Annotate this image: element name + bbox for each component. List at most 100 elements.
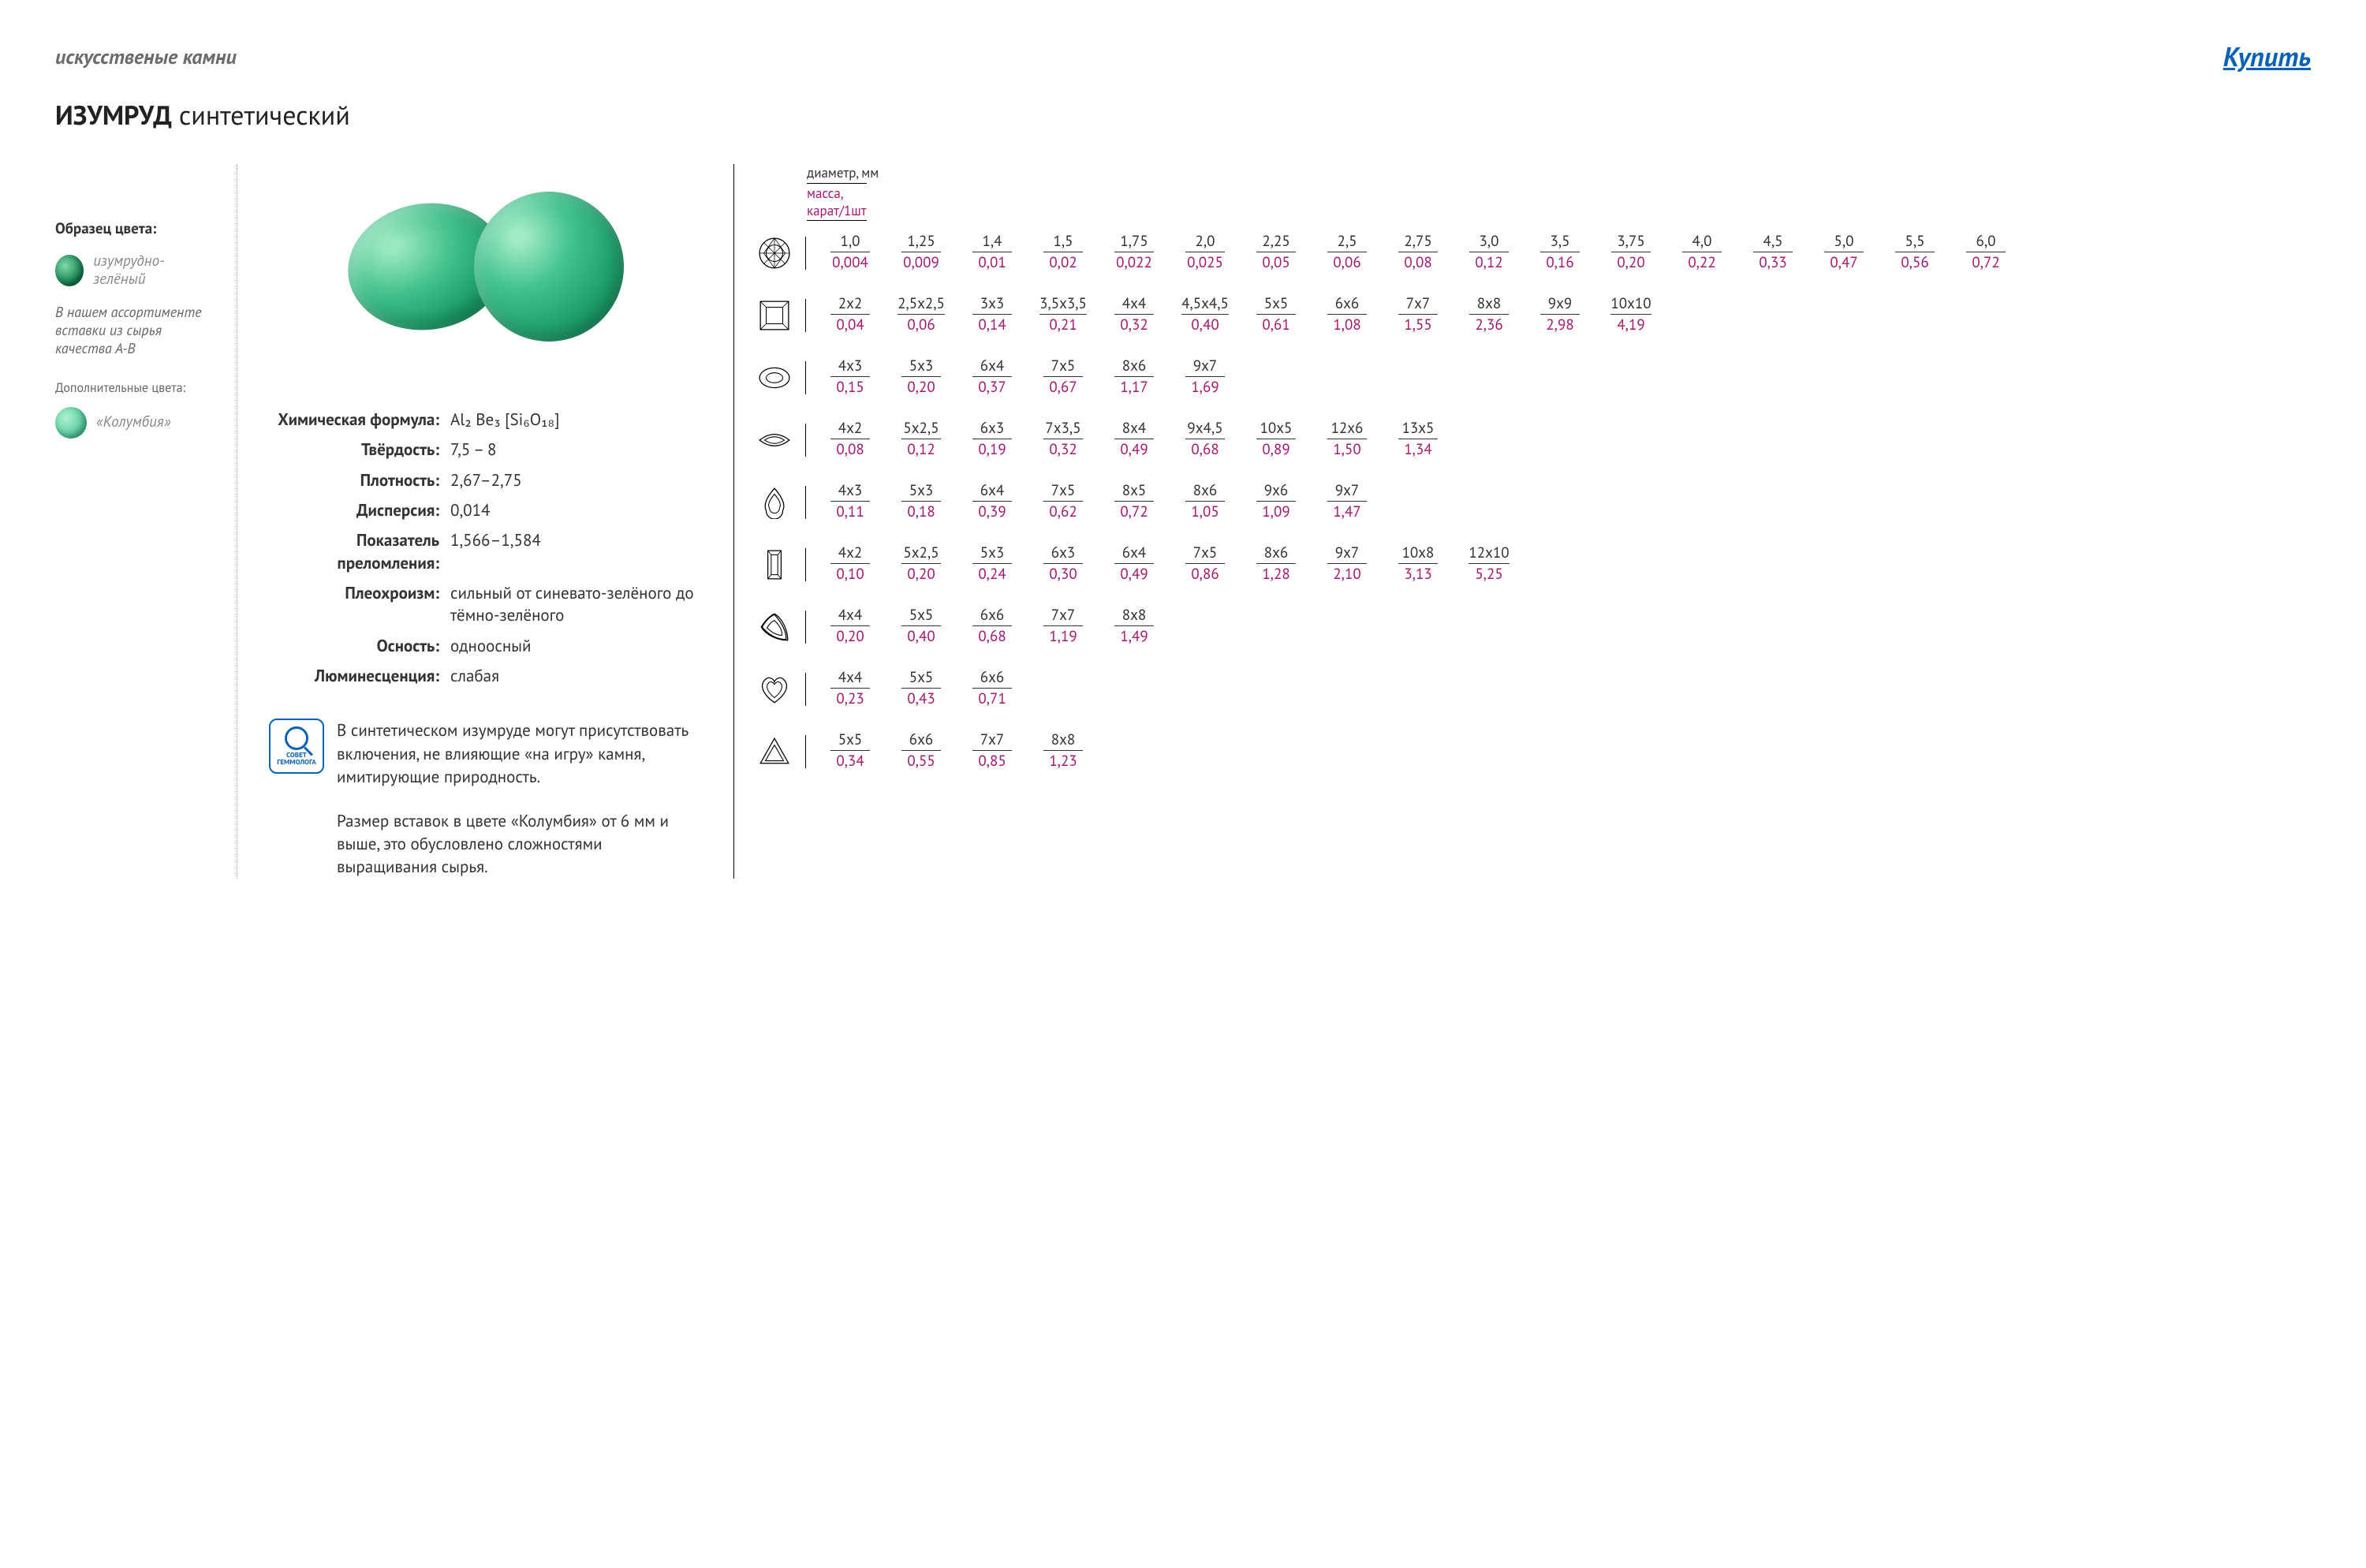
buy-link[interactable]: Купить (2223, 39, 2311, 74)
title-rest: синтетический (172, 98, 350, 133)
gem-round-icon (474, 192, 624, 342)
mass-value: 0,022 (1106, 253, 1162, 272)
size-cell: 3,750,20 (1603, 230, 1659, 272)
mass-value: 0,20 (1603, 253, 1659, 272)
mass-value: 0,37 (964, 378, 1021, 397)
mass-value: 0,009 (893, 253, 950, 272)
size-cell: 7x50,86 (1177, 542, 1233, 584)
mass-value: 0,08 (822, 440, 879, 459)
size-value: 8x6 (1256, 543, 1296, 564)
mass-value: 0,10 (822, 565, 879, 584)
mass-value: 0,23 (822, 689, 879, 708)
mass-value: 0,61 (1248, 315, 1304, 334)
size-value: 8x4 (1114, 419, 1154, 439)
square-icon (758, 299, 806, 332)
size-cell: 5x50,40 (893, 604, 950, 646)
property-value: 2,67–2,75 (450, 469, 702, 491)
property-row: Твёрдость:7,5 – 8 (269, 439, 702, 461)
mass-value: 0,12 (893, 440, 950, 459)
mass-value: 0,55 (893, 752, 950, 771)
size-cell: 5x50,43 (893, 666, 950, 708)
property-label: Дисперсия: (269, 499, 450, 521)
size-cell: 1,750,022 (1106, 230, 1162, 272)
mass-value: 0,86 (1177, 565, 1233, 584)
mass-value: 0,06 (893, 315, 950, 334)
size-cell: 1,00,004 (822, 230, 879, 272)
size-cell: 8x82,36 (1461, 293, 1517, 334)
triangle-icon (758, 735, 806, 768)
size-value: 10x5 (1256, 419, 1296, 439)
mass-value: 2,98 (1532, 315, 1588, 334)
shape-group-square: 2x20,042,5x2,50,063x30,143,5x3,50,214x40… (758, 293, 2311, 339)
mass-value: 0,08 (1390, 253, 1446, 272)
property-label: Осность: (269, 635, 450, 657)
size-cells: 4x20,085x2,50,126x30,197x3,50,328x40,499… (822, 417, 1446, 464)
size-cell: 8x40,49 (1106, 417, 1162, 459)
size-cell: 6x60,55 (893, 729, 950, 771)
tip-text-2: Размер вставок в цвете «Колумбия» от 6 м… (337, 809, 702, 879)
size-value: 8x6 (1114, 357, 1154, 377)
mass-value: 1,50 (1319, 440, 1375, 459)
mass-value: 1,47 (1319, 502, 1375, 521)
size-value: 9x7 (1327, 543, 1367, 564)
size-value: 7x5 (1043, 357, 1083, 377)
mass-value: 0,19 (964, 440, 1021, 459)
size-value: 8x8 (1043, 730, 1083, 751)
category-label: искусственые камни (55, 44, 237, 70)
mass-value: 0,33 (1745, 253, 1801, 272)
mass-value: 0,24 (964, 565, 1021, 584)
mass-value: 1,08 (1319, 315, 1375, 334)
size-value: 6x3 (972, 419, 1012, 439)
mass-value: 2,36 (1461, 315, 1517, 334)
mass-value: 1,34 (1390, 440, 1446, 459)
size-cell: 6x40,39 (964, 480, 1021, 521)
size-value: 12x6 (1327, 419, 1367, 439)
baguette-icon (758, 548, 806, 581)
size-value: 3x3 (972, 294, 1012, 315)
size-cell: 4x30,15 (822, 355, 879, 397)
size-cell: 7x71,55 (1390, 293, 1446, 334)
size-value: 5,5 (1895, 232, 1935, 252)
size-cell: 6x60,71 (964, 666, 1021, 708)
size-value: 1,0 (830, 232, 870, 252)
size-cell: 6x30,30 (1035, 542, 1092, 584)
size-cell: 9x4,50,68 (1177, 417, 1233, 459)
mass-value: 0,20 (822, 627, 879, 646)
mass-value: 0,56 (1886, 253, 1943, 272)
property-value: одноосный (450, 635, 702, 657)
size-value: 13x5 (1398, 419, 1438, 439)
mass-value: 0,004 (822, 253, 879, 272)
mass-value: 0,20 (893, 378, 950, 397)
size-value: 5x3 (901, 481, 941, 502)
size-cell: 5x30,18 (893, 480, 950, 521)
round-icon (758, 237, 806, 270)
size-value: 3,5x3,5 (1039, 294, 1087, 315)
mass-value: 1,19 (1035, 627, 1092, 646)
size-value: 6x6 (901, 730, 941, 751)
property-label: Твёрдость: (269, 439, 450, 461)
swatch-emerald-green (55, 255, 84, 286)
property-label: Показатель преломления: (269, 529, 450, 574)
size-cell: 4,50,33 (1745, 230, 1801, 272)
size-value: 9x7 (1185, 357, 1225, 377)
size-cell: 3x30,14 (964, 293, 1021, 334)
mass-value: 0,72 (1957, 253, 2014, 272)
size-cell: 4x30,11 (822, 480, 879, 521)
size-cells: 4x40,205x50,406x60,687x71,198x81,49 (822, 604, 1162, 651)
mass-value: 0,05 (1248, 253, 1304, 272)
property-value: сильный от синевато-зелёного до тёмно-зе… (450, 582, 702, 627)
mass-value: 0,34 (822, 752, 879, 771)
size-cell: 5,50,56 (1886, 230, 1943, 272)
size-value: 10x8 (1398, 543, 1438, 564)
property-row: Плотность:2,67–2,75 (269, 469, 702, 491)
mass-value: 0,43 (893, 689, 950, 708)
property-label: Люминесценция: (269, 665, 450, 687)
size-value: 3,0 (1469, 232, 1509, 252)
property-value: 7,5 – 8 (450, 439, 702, 461)
size-cell: 9x71,47 (1319, 480, 1375, 521)
mass-header: масса, карат/1шт (807, 183, 867, 221)
property-value: слабая (450, 665, 702, 687)
size-cell: 5x30,20 (893, 355, 950, 397)
swatch-label: «Колумбия» (96, 413, 170, 431)
size-cell: 10x83,13 (1390, 542, 1446, 584)
